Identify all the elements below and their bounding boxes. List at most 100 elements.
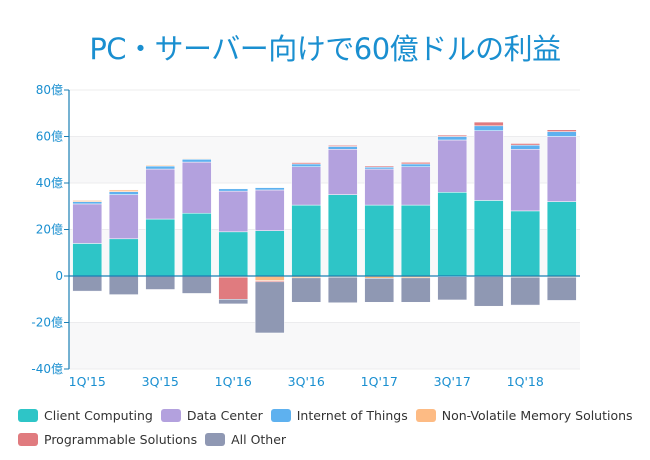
bar-internet-of-things-2Q15 (108, 191, 139, 195)
bar-all-other-4Q17 (473, 276, 504, 307)
legend-row-1: Client Computing Data Center Internet of T… (18, 403, 648, 427)
bar-client-computing-2Q17 (400, 204, 431, 277)
legend-item-non-volatile-memory-solutions[interactable]: Non-Volatile Memory Solutions (415, 407, 633, 423)
x-tick-label: 3Q'15 (142, 374, 179, 389)
bar-internet-of-things-1Q16 (218, 188, 249, 192)
x-tick-label: 3Q'16 (288, 374, 325, 389)
bar-programmable-solutions-1Q17 (364, 165, 395, 168)
bar-data-center-4Q15 (181, 161, 212, 214)
bar-all-other-1Q15 (72, 275, 103, 292)
x-tick-label: 1Q'16 (215, 374, 252, 389)
bar-internet-of-things-1Q17 (364, 166, 395, 170)
bar-internet-of-things-1Q15 (72, 201, 103, 205)
chart-canvas: -40億 -20億 0 20億 40億 60億 80億 1Q'15 3Q'15 1Q'16 3Q'1… (31, 83, 580, 389)
bar-internet-of-things-2Q17 (400, 163, 431, 167)
bar-non-volatile-memory-solutions-3Q15 (145, 164, 176, 167)
bar-all-other-2Q18 (546, 276, 577, 301)
bar-all-other-1Q17 (364, 278, 395, 303)
legend-item-internet-of-things[interactable]: Internet of Things (270, 407, 408, 423)
legend-label: Programmable Solutions (44, 431, 198, 447)
bar-programmable-solutions-3Q16 (291, 162, 322, 165)
bar-data-center-2Q18 (546, 136, 577, 202)
bar-all-other-1Q16 (218, 299, 249, 305)
legend-item-data-center[interactable]: Data Center (160, 407, 263, 423)
x-tick-label: 1Q'15 (69, 374, 106, 389)
bar-data-center-2Q15 (108, 194, 139, 240)
legend-label: Client Computing (44, 407, 153, 423)
bar-internet-of-things-3Q17 (437, 136, 468, 141)
bar-data-center-4Q17 (473, 130, 504, 201)
bar-client-computing-1Q17 (364, 204, 395, 277)
plot-band (69, 322, 580, 369)
bar-data-center-2Q16 (254, 189, 285, 231)
bar-internet-of-things-4Q16 (327, 146, 358, 150)
bar-internet-of-things-1Q18 (510, 144, 541, 150)
legend-label: Non-Volatile Memory Solutions (441, 407, 633, 423)
bar-all-other-3Q16 (291, 277, 322, 303)
bar-data-center-3Q17 (437, 139, 468, 193)
bar-client-computing-3Q16 (291, 204, 322, 277)
bar-internet-of-things-3Q16 (291, 163, 322, 167)
bar-client-computing-1Q16 (218, 231, 249, 277)
bar-internet-of-things-3Q15 (145, 165, 176, 170)
chart-title: PC・サーバー向けで60億ドルの利益 (89, 32, 561, 66)
legend-item-client-computing[interactable]: Client Computing (18, 408, 153, 423)
bar-client-computing-1Q18 (510, 210, 541, 277)
legend-label: Internet of Things (296, 407, 408, 423)
legend-label: Data Center (186, 407, 263, 423)
bar-client-computing-1Q15 (72, 243, 103, 277)
bar-client-computing-3Q15 (145, 218, 176, 277)
bar-client-computing-2Q15 (108, 238, 139, 277)
legend-row-2: Programmable Solutions All Other (18, 427, 648, 451)
legend-swatch (160, 408, 181, 422)
bar-programmable-solutions-3Q17 (437, 134, 468, 137)
bar-non-volatile-memory-solutions-4Q15 (181, 158, 212, 160)
y-tick-label: -40億 (31, 362, 63, 376)
legend-swatch (18, 432, 38, 446)
bar-programmable-solutions-4Q16 (327, 145, 358, 147)
legend-label: All Other (231, 431, 287, 447)
bar-client-computing-3Q17 (437, 192, 468, 277)
x-tick-label: 3Q'17 (434, 374, 471, 389)
x-tick-label: 1Q'18 (507, 374, 544, 389)
legend-swatch (18, 408, 38, 422)
bar-programmable-solutions-4Q17 (473, 121, 504, 127)
x-tick-label: 1Q'17 (361, 374, 398, 389)
y-tick-label: 80億 (36, 83, 63, 97)
bar-data-center-4Q16 (327, 149, 358, 195)
bar-all-other-3Q17 (437, 276, 468, 301)
bar-client-computing-4Q15 (181, 212, 212, 277)
bar-non-volatile-memory-solutions-2Q16 (254, 275, 285, 281)
bar-data-center-3Q16 (291, 166, 322, 206)
bar-all-other-3Q15 (145, 275, 176, 290)
y-tick-label: 60億 (36, 130, 63, 144)
legend-swatch (415, 408, 436, 422)
bar-all-other-2Q16 (254, 281, 285, 334)
y-tick-label: -20億 (31, 316, 63, 330)
y-tick-label: 20億 (36, 223, 63, 237)
y-tick-label: 40億 (36, 176, 63, 190)
bar-data-center-1Q17 (364, 168, 395, 206)
bar-all-other-4Q16 (327, 276, 358, 303)
bar-non-volatile-memory-solutions-1Q15 (72, 200, 103, 202)
bar-data-center-2Q17 (400, 166, 431, 206)
bar-internet-of-things-4Q15 (181, 159, 212, 163)
legend-item-all-other[interactable]: All Other (205, 432, 286, 447)
bar-data-center-1Q16 (218, 190, 249, 233)
bar-internet-of-things-4Q17 (473, 125, 504, 131)
bar-programmable-solutions-2Q17 (400, 162, 431, 165)
bar-programmable-solutions-1Q18 (510, 143, 541, 146)
bar-all-other-2Q17 (400, 277, 431, 303)
y-tick-label: 0 (55, 269, 63, 283)
legend-item-programmable-solutions[interactable]: Programmable Solutions (18, 432, 197, 447)
legend-swatch (205, 432, 226, 446)
bar-client-computing-2Q16 (254, 230, 285, 277)
legend-swatch (270, 408, 291, 422)
bar-client-computing-4Q17 (473, 200, 504, 277)
bar-data-center-1Q18 (510, 149, 541, 212)
bar-internet-of-things-2Q18 (546, 131, 577, 137)
legend: Client Computing Data Center Internet of T… (18, 403, 648, 451)
bar-all-other-4Q15 (181, 275, 212, 294)
bar-data-center-3Q15 (145, 168, 176, 220)
bar-client-computing-4Q16 (327, 194, 358, 277)
